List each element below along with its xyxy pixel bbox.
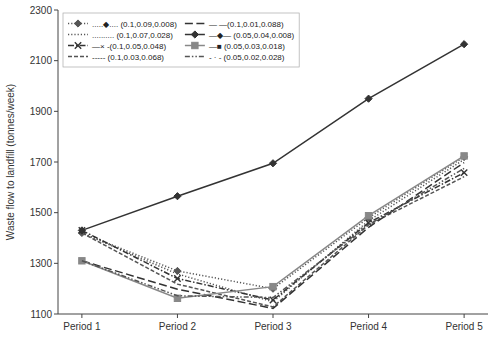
y-tick-label: 1700 — [30, 157, 53, 168]
legend: .....◆.... (0.1,0.09,0.008) .......... (0… — [63, 13, 299, 67]
chart: 1100 1300 1500 1700 1900 2100 2300 Period 1 Peri… — [0, 0, 500, 346]
legend-handle — [68, 34, 88, 36]
x-tick-label: Period 5 — [445, 321, 483, 332]
legend-label: —◆— (0.05,0.04,0.008) — [209, 31, 295, 40]
series-line — [82, 157, 464, 289]
legend-label: —× -(0.1,0.05,0.048) — [92, 42, 166, 51]
marker — [174, 193, 181, 200]
legend-label: ----- (0.1,0.03,0.068) — [92, 53, 164, 62]
legend-handle — [68, 56, 88, 58]
plot-area — [78, 41, 467, 309]
x-tick — [273, 314, 274, 318]
y-tick-label: 2100 — [30, 55, 53, 66]
marker — [461, 153, 467, 159]
y-tick — [54, 60, 58, 61]
marker — [461, 41, 468, 48]
marker — [461, 169, 467, 175]
y-tick-label: 1900 — [30, 106, 53, 117]
marker — [192, 42, 198, 48]
y-tick — [54, 10, 58, 11]
series-line — [82, 156, 464, 298]
y-tick-label: 1100 — [30, 309, 52, 320]
marker — [75, 42, 81, 48]
x-tick — [177, 314, 178, 318]
x-tick-label: Period 1 — [63, 321, 101, 332]
y-tick — [54, 212, 58, 213]
y-tick — [54, 162, 58, 163]
y-tick — [54, 263, 58, 264]
series-line — [82, 168, 464, 297]
x-tick — [368, 314, 369, 318]
marker — [269, 160, 276, 167]
x-tick-label: Period 4 — [350, 321, 388, 332]
marker — [365, 213, 371, 219]
y-tick-label: 1500 — [30, 207, 53, 218]
legend-label: .....◆.... (0.1,0.09,0.008) — [92, 20, 177, 29]
marker — [78, 227, 85, 234]
legend-handle — [185, 56, 205, 58]
legend-frame — [63, 13, 299, 67]
marker — [191, 31, 198, 38]
marker — [461, 153, 468, 160]
marker — [74, 20, 81, 27]
y-tick — [54, 111, 58, 112]
marker — [174, 267, 181, 274]
series-line — [82, 159, 464, 301]
legend-label: — —(0.1,0.01,0.088) — [209, 20, 284, 29]
legend-label: —■ (0.05,0.03,0.018) — [209, 42, 285, 51]
marker — [365, 95, 372, 102]
axes: 1100 1300 1500 1700 1900 2100 2300 Period 1 Peri… — [30, 5, 488, 333]
y-tick — [54, 314, 58, 315]
y-axis-label: Waste flow to landfill (tonnes/week) — [5, 84, 16, 240]
y-tick-label: 1300 — [30, 258, 53, 269]
series-line — [82, 177, 464, 307]
marker — [79, 227, 85, 233]
legend-label: - · - (0.05,0.02,0.028) — [209, 53, 285, 62]
x-tick — [81, 314, 82, 318]
x-tick — [464, 314, 465, 318]
marker — [174, 275, 180, 281]
legend-handle — [185, 23, 205, 25]
y-tick-label: 2300 — [30, 5, 53, 16]
marker — [270, 283, 276, 289]
x-tick-label: Period 3 — [254, 321, 292, 332]
x-tick-label: Period 2 — [159, 321, 197, 332]
legend-label: .......... (0.1,0.07,0.028) — [92, 31, 173, 40]
series-line — [82, 163, 464, 309]
